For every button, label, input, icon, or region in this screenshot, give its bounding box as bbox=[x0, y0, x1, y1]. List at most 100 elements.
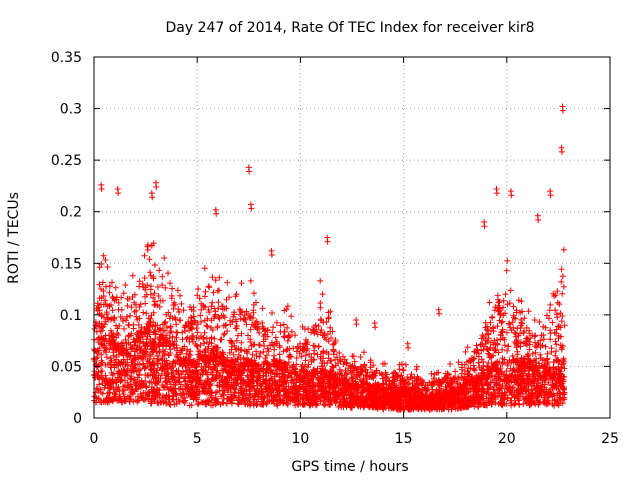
data-point bbox=[456, 392, 463, 399]
data-point bbox=[307, 377, 313, 384]
data-point bbox=[503, 267, 510, 274]
data-point bbox=[373, 397, 380, 404]
data-point bbox=[558, 318, 565, 325]
data-point bbox=[493, 381, 500, 388]
data-point bbox=[293, 355, 300, 361]
data-point bbox=[167, 402, 174, 408]
data-point bbox=[196, 377, 203, 384]
data-point bbox=[119, 399, 126, 406]
data-point bbox=[240, 396, 247, 403]
data-point bbox=[286, 345, 293, 352]
data-point bbox=[129, 388, 136, 394]
data-point bbox=[210, 374, 217, 381]
data-point bbox=[521, 315, 528, 322]
data-point bbox=[404, 374, 411, 380]
data-point bbox=[209, 274, 216, 281]
data-point bbox=[320, 348, 327, 355]
data-point bbox=[543, 389, 549, 396]
data-point bbox=[311, 370, 318, 377]
data-point bbox=[548, 391, 555, 398]
data-point bbox=[220, 331, 227, 338]
data-point bbox=[196, 353, 203, 360]
data-point bbox=[171, 374, 177, 381]
data-point bbox=[487, 384, 494, 391]
data-point bbox=[487, 319, 494, 326]
data-point bbox=[177, 351, 184, 358]
data-point bbox=[142, 300, 149, 307]
data-point bbox=[176, 309, 183, 315]
data-point bbox=[105, 316, 112, 323]
data-point bbox=[124, 295, 131, 302]
data-point bbox=[194, 292, 201, 299]
data-point bbox=[561, 322, 568, 329]
data-point bbox=[167, 350, 174, 356]
data-point bbox=[298, 353, 305, 360]
data-point bbox=[320, 397, 327, 404]
data-point bbox=[172, 385, 179, 392]
data-point bbox=[559, 273, 566, 280]
data-point bbox=[359, 368, 365, 375]
data-point bbox=[496, 307, 503, 314]
data-point bbox=[398, 383, 405, 390]
data-point bbox=[238, 330, 245, 337]
data-point bbox=[154, 399, 161, 406]
data-point bbox=[447, 361, 454, 367]
data-point bbox=[96, 264, 103, 271]
data-point bbox=[107, 355, 114, 362]
data-point bbox=[127, 393, 133, 399]
data-point bbox=[201, 347, 208, 354]
data-point bbox=[559, 290, 566, 297]
data-point bbox=[285, 394, 292, 400]
data-point bbox=[125, 321, 132, 328]
data-point bbox=[518, 298, 525, 305]
data-point bbox=[552, 307, 559, 314]
data-point bbox=[525, 308, 532, 315]
data-point bbox=[462, 348, 469, 355]
data-point bbox=[465, 365, 472, 372]
data-point bbox=[512, 400, 519, 407]
data-point bbox=[113, 334, 120, 341]
data-point bbox=[144, 372, 151, 379]
data-point bbox=[269, 329, 276, 336]
data-point bbox=[348, 375, 355, 382]
data-point bbox=[128, 346, 135, 353]
data-point bbox=[393, 396, 400, 403]
data-point bbox=[503, 329, 510, 336]
data-point bbox=[429, 378, 435, 385]
data-point bbox=[134, 398, 141, 405]
data-point bbox=[197, 312, 204, 319]
data-point bbox=[164, 379, 171, 386]
data-point bbox=[227, 383, 233, 389]
data-point bbox=[339, 379, 346, 386]
data-point bbox=[270, 324, 276, 331]
data-point bbox=[323, 371, 330, 378]
data-point bbox=[274, 338, 280, 345]
data-point bbox=[270, 352, 277, 359]
data-point bbox=[553, 365, 560, 372]
data-point bbox=[520, 329, 527, 336]
data-point bbox=[547, 366, 553, 373]
data-point bbox=[542, 343, 549, 350]
data-point bbox=[314, 351, 321, 358]
data-point bbox=[269, 386, 276, 393]
data-point bbox=[343, 371, 350, 378]
data-point bbox=[222, 381, 229, 388]
data-point bbox=[303, 341, 310, 348]
data-point bbox=[244, 356, 250, 362]
data-point bbox=[195, 335, 202, 342]
data-point bbox=[383, 371, 390, 378]
data-point bbox=[294, 343, 301, 350]
data-point bbox=[208, 317, 215, 324]
data-point bbox=[264, 326, 271, 333]
data-point bbox=[93, 328, 100, 335]
data-point bbox=[441, 376, 447, 383]
data-point bbox=[203, 322, 210, 329]
data-point bbox=[288, 313, 295, 320]
data-point bbox=[554, 390, 561, 397]
data-point bbox=[202, 352, 209, 359]
data-point bbox=[319, 291, 326, 298]
data-point bbox=[121, 347, 128, 354]
data-point bbox=[98, 261, 105, 267]
data-point bbox=[201, 293, 208, 300]
